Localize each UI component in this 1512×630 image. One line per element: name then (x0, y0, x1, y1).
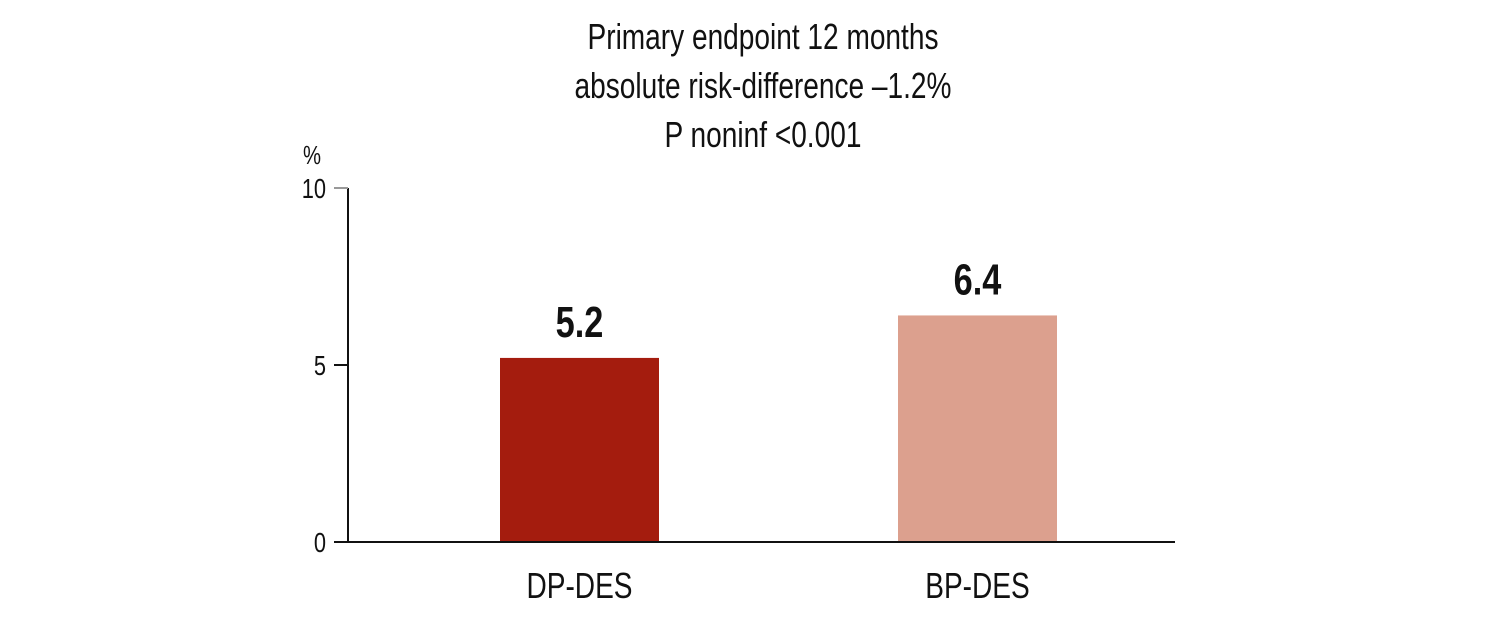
bar-bp-des (898, 315, 1057, 542)
value-label: 5.2 (556, 298, 604, 347)
y-tick-label: 5 (314, 350, 326, 381)
y-tick-label: 0 (314, 527, 326, 558)
chart-title: Primary endpoint 12 months absolute risk-… (574, 17, 951, 155)
x-tick-label: DP-DES (526, 566, 632, 606)
x-axis: DP-DES BP-DES (334, 541, 1175, 606)
bars: 5.2 6.4 (500, 255, 1057, 542)
y-tick-label: 10 (302, 173, 326, 204)
x-tick-label: BP-DES (925, 566, 1029, 606)
y-axis-label: % (303, 141, 321, 170)
bar-dp-des (500, 357, 659, 542)
title-line: P noninf <0.001 (665, 115, 862, 155)
value-label: 6.4 (954, 255, 1002, 304)
y-axis: % 0 5 10 (302, 141, 349, 559)
title-line: absolute risk-difference –1.2% (574, 66, 951, 106)
title-line: Primary endpoint 12 months (588, 17, 939, 57)
